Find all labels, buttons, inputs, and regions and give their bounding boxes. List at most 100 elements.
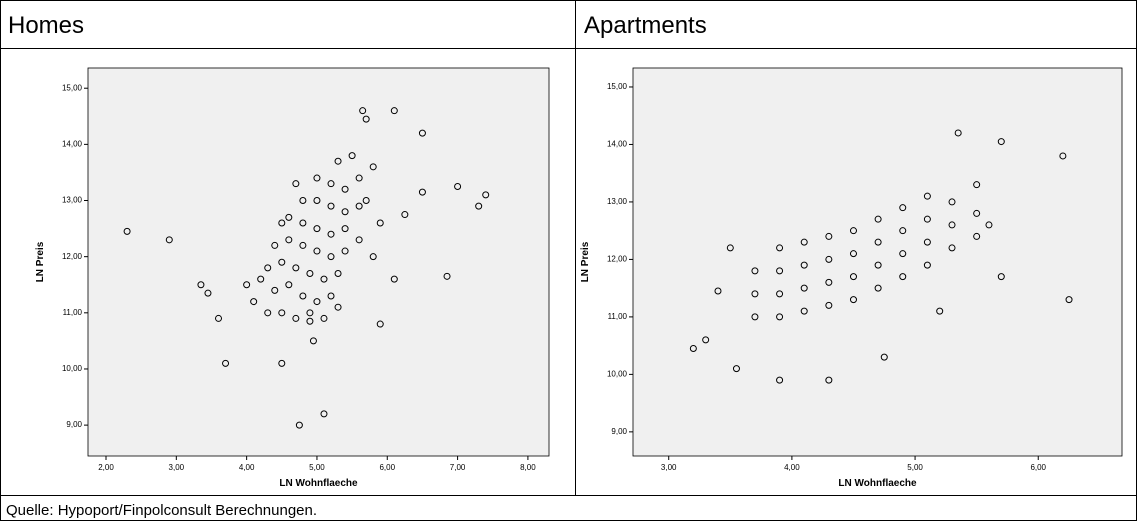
scatter-point bbox=[327, 202, 335, 210]
scatter-point bbox=[475, 202, 483, 210]
x-tick-label: 3,00 bbox=[661, 463, 677, 472]
x-tick-label: 8,00 bbox=[520, 463, 536, 472]
y-tick-label: 9,00 bbox=[66, 420, 82, 429]
scatter-point bbox=[320, 275, 328, 283]
scatter-point bbox=[702, 336, 710, 344]
y-tick-label: 14,00 bbox=[62, 139, 83, 148]
x-tick-label: 5,00 bbox=[309, 463, 325, 472]
scatter-point bbox=[899, 204, 907, 212]
source-note: Quelle: Hypoport/Finpolconsult Berechnun… bbox=[6, 502, 317, 519]
scatter-point bbox=[825, 301, 833, 309]
scatter-point bbox=[849, 250, 857, 258]
scatter-point bbox=[948, 244, 956, 252]
scatter-point bbox=[800, 284, 808, 292]
scatter-point bbox=[973, 181, 981, 189]
y-tick-label: 15,00 bbox=[607, 82, 628, 91]
scatter-point bbox=[271, 286, 279, 294]
scatter-point bbox=[732, 365, 740, 373]
scatter-point bbox=[390, 275, 398, 283]
scatter-point bbox=[376, 219, 384, 227]
scatter-point bbox=[776, 244, 784, 252]
scatter-point bbox=[1059, 152, 1067, 160]
scatter-point bbox=[278, 219, 286, 227]
scatter-point bbox=[362, 115, 370, 123]
scatter-point bbox=[954, 129, 962, 137]
scatter-point bbox=[401, 211, 409, 219]
x-axis-label: LN Wohnflaeche bbox=[838, 478, 917, 489]
y-tick-label: 12,00 bbox=[607, 255, 628, 264]
scatter-point bbox=[714, 287, 722, 295]
scatter-point bbox=[800, 307, 808, 315]
scatter-point bbox=[165, 236, 173, 244]
scatter-point bbox=[271, 241, 279, 249]
x-axis-label: LN Wohnflaeche bbox=[279, 478, 358, 489]
scatter-point bbox=[278, 359, 286, 367]
scatter-point bbox=[973, 232, 981, 240]
scatter-point bbox=[313, 174, 321, 182]
scatter-point bbox=[264, 264, 272, 272]
scatter-point bbox=[285, 236, 293, 244]
scatter-point bbox=[751, 290, 759, 298]
scatter-point bbox=[197, 281, 205, 289]
scatter-point bbox=[376, 320, 384, 328]
scatter-point bbox=[313, 225, 321, 233]
scatter-point bbox=[936, 307, 944, 315]
scatter-point bbox=[923, 261, 931, 269]
scatter-point bbox=[899, 273, 907, 281]
scatter-point bbox=[257, 275, 265, 283]
scatter-point bbox=[689, 345, 697, 353]
scatter-point bbox=[751, 267, 759, 275]
scatter-point bbox=[327, 253, 335, 261]
scatter-point bbox=[306, 309, 314, 317]
scatter-point bbox=[264, 309, 272, 317]
scatter-point bbox=[313, 197, 321, 205]
x-tick-label: 2,00 bbox=[98, 463, 114, 472]
scatter-point bbox=[825, 232, 833, 240]
scatter-point bbox=[341, 208, 349, 216]
y-tick-label: 13,00 bbox=[62, 196, 83, 205]
scatter-point bbox=[454, 182, 462, 190]
scatter-point bbox=[327, 292, 335, 300]
scatter-point bbox=[341, 225, 349, 233]
scatter-point bbox=[334, 270, 342, 278]
scatter-point bbox=[341, 247, 349, 255]
scatter-point bbox=[874, 261, 882, 269]
scatter-point bbox=[948, 198, 956, 206]
scatter-point bbox=[997, 138, 1005, 146]
scatter-point bbox=[309, 337, 317, 345]
scatter-point bbox=[776, 376, 784, 384]
scatter-point bbox=[849, 273, 857, 281]
x-tick-label: 5,00 bbox=[907, 463, 923, 472]
scatter-point bbox=[295, 421, 303, 429]
scatter-point bbox=[369, 163, 377, 171]
x-tick-label: 6,00 bbox=[379, 463, 395, 472]
scatter-point bbox=[482, 191, 490, 199]
y-tick-label: 10,00 bbox=[62, 364, 83, 373]
scatter-point bbox=[800, 261, 808, 269]
panel-title: Homes bbox=[8, 12, 84, 39]
y-tick-label: 13,00 bbox=[607, 197, 628, 206]
scatter-point bbox=[776, 313, 784, 321]
scatter-point bbox=[874, 238, 882, 246]
scatter-point bbox=[348, 152, 356, 160]
y-tick-label: 11,00 bbox=[608, 312, 628, 321]
scatter-point bbox=[250, 298, 258, 306]
scatter-point bbox=[997, 273, 1005, 281]
scatter-point bbox=[825, 278, 833, 286]
scatter-point bbox=[306, 317, 314, 325]
scatter-point bbox=[874, 284, 882, 292]
scatter-point bbox=[948, 221, 956, 229]
scatter-point bbox=[985, 221, 993, 229]
scatter-point bbox=[849, 227, 857, 235]
scatter-point bbox=[222, 359, 230, 367]
x-tick-label: 6,00 bbox=[1030, 463, 1046, 472]
scatter-point bbox=[123, 227, 131, 235]
scatter-point bbox=[800, 238, 808, 246]
scatter-point bbox=[341, 185, 349, 193]
scatter-point bbox=[359, 107, 367, 115]
scatter-point bbox=[292, 264, 300, 272]
scatter-point bbox=[327, 230, 335, 238]
scatter-point bbox=[849, 296, 857, 304]
scatter-point bbox=[443, 272, 451, 280]
plot-area bbox=[87, 67, 550, 457]
